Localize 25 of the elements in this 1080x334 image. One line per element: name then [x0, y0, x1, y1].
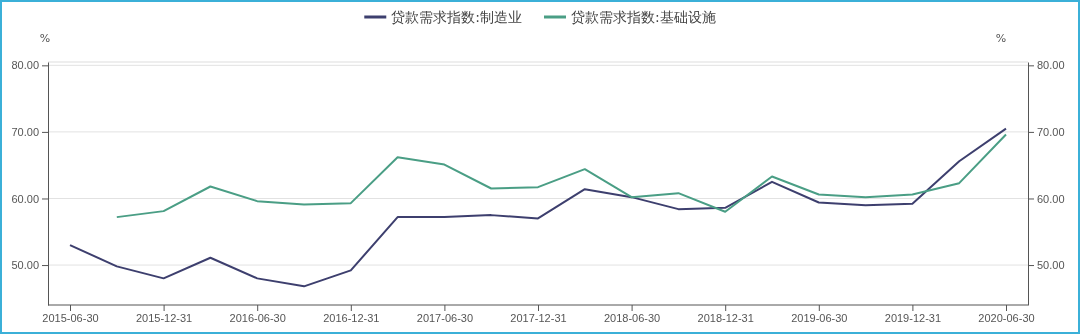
y-tick-label: 80.00	[11, 59, 39, 72]
y2-tick-label: 70.00	[1037, 125, 1065, 138]
y-tick-label: 70.00	[11, 125, 39, 138]
x-tick-label: 2018-12-31	[697, 311, 754, 324]
y-tick-label: 60.00	[11, 192, 39, 205]
x-tick-label: 2018-06-30	[603, 311, 661, 324]
x-tick-label: 2015-06-30	[42, 311, 99, 324]
x-tick-label: 2019-12-31	[884, 311, 942, 324]
x-tick-label: 2016-06-30	[229, 311, 286, 324]
line-series	[69, 127, 1007, 288]
legend-label: 贷款需求指数:基础设施	[571, 9, 716, 25]
y2-tick-label: 80.00	[1037, 59, 1065, 72]
x-tick-label: 2020-06-30	[978, 311, 1035, 324]
y-axis-title: %	[39, 32, 51, 45]
y2-tick-label: 60.00	[1037, 192, 1065, 205]
x-tick-label: 2016-12-31	[323, 311, 380, 324]
x-tick-label: 2015-12-31	[135, 311, 193, 324]
y2-tick-label: 50.00	[1037, 259, 1065, 272]
y2-axis-title: %	[995, 32, 1007, 45]
line-series	[115, 133, 1007, 219]
x-tick-label: 2017-12-31	[510, 311, 567, 324]
x-tick-label: 2019-06-30	[791, 311, 848, 324]
x-tick-label: 2017-06-30	[416, 311, 474, 324]
legend-label: 贷款需求指数:制造业	[391, 9, 522, 25]
y-tick-label: 50.00	[11, 259, 39, 272]
